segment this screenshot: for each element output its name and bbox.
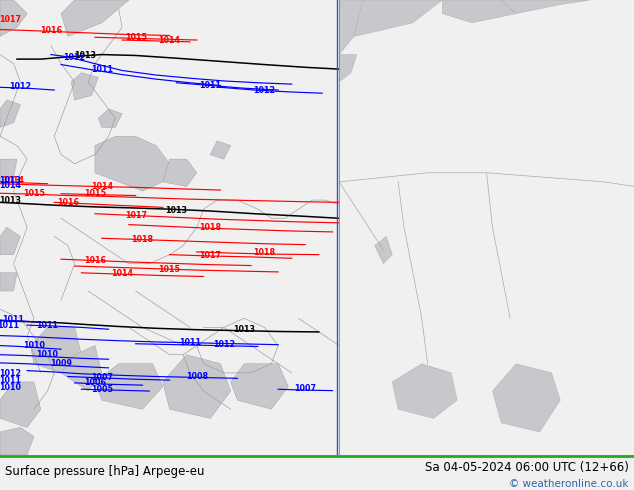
Text: 1013: 1013 [233, 325, 256, 334]
Polygon shape [0, 382, 41, 427]
Polygon shape [98, 109, 122, 127]
Polygon shape [210, 141, 231, 159]
Text: 1011: 1011 [91, 65, 113, 74]
Polygon shape [0, 227, 20, 255]
Text: 1010: 1010 [37, 350, 58, 359]
Text: 1011: 1011 [0, 320, 20, 330]
Text: 1011: 1011 [199, 80, 221, 90]
Polygon shape [501, 0, 590, 14]
Text: 1007: 1007 [91, 373, 113, 382]
Text: 1015: 1015 [158, 265, 181, 274]
Text: 1016: 1016 [57, 198, 79, 207]
Text: 1018: 1018 [199, 223, 221, 232]
Text: 1011: 1011 [37, 320, 58, 330]
Polygon shape [231, 364, 288, 409]
Text: 1017: 1017 [0, 15, 21, 24]
Text: 1011: 1011 [0, 376, 21, 385]
Text: 1017: 1017 [199, 251, 221, 260]
Text: 1006: 1006 [84, 378, 106, 388]
Polygon shape [61, 0, 129, 36]
Polygon shape [493, 364, 560, 432]
Polygon shape [30, 327, 81, 373]
Polygon shape [0, 0, 27, 36]
Text: 1014: 1014 [111, 269, 133, 278]
Text: Sa 04-05-2024 06:00 UTC (12+66): Sa 04-05-2024 06:00 UTC (12+66) [425, 461, 629, 473]
Text: 1013: 1013 [0, 176, 21, 185]
Text: 1010: 1010 [23, 341, 45, 350]
Text: 1015: 1015 [84, 189, 106, 198]
Polygon shape [95, 364, 163, 409]
Text: 1013: 1013 [0, 196, 21, 205]
Text: 1012: 1012 [63, 53, 86, 62]
Text: 1014: 1014 [3, 176, 25, 186]
Text: 1012: 1012 [0, 369, 21, 378]
Polygon shape [95, 136, 170, 191]
Polygon shape [163, 355, 231, 418]
Text: 1010: 1010 [0, 383, 21, 392]
Polygon shape [0, 273, 17, 291]
Text: 1013: 1013 [74, 51, 96, 60]
Text: 1012: 1012 [10, 82, 32, 91]
Text: 1011: 1011 [179, 338, 201, 347]
Polygon shape [339, 0, 375, 54]
Polygon shape [0, 427, 34, 455]
Text: 1016: 1016 [40, 26, 62, 35]
Polygon shape [163, 159, 197, 186]
Text: 1005: 1005 [91, 385, 113, 394]
Text: 1007: 1007 [294, 384, 316, 393]
Text: 1011: 1011 [3, 315, 25, 324]
Polygon shape [61, 345, 101, 391]
Text: 1018: 1018 [254, 248, 276, 257]
Text: 1014: 1014 [158, 35, 181, 45]
Polygon shape [375, 237, 392, 264]
Polygon shape [443, 0, 516, 23]
Text: 1018: 1018 [131, 235, 153, 244]
Polygon shape [354, 0, 443, 36]
Text: 1008: 1008 [186, 372, 208, 381]
Polygon shape [392, 364, 457, 418]
Text: 1014: 1014 [0, 181, 21, 191]
Text: 1016: 1016 [84, 256, 106, 265]
Text: 1009: 1009 [50, 359, 72, 368]
Text: 1012: 1012 [254, 86, 276, 95]
Text: 1012: 1012 [213, 340, 235, 349]
Polygon shape [0, 100, 20, 127]
Text: 1017: 1017 [125, 211, 146, 220]
Polygon shape [339, 54, 357, 82]
Text: 1013: 1013 [165, 206, 188, 215]
Polygon shape [0, 159, 17, 182]
Text: 1015: 1015 [23, 189, 45, 198]
Text: Surface pressure [hPa] Arpege-eu: Surface pressure [hPa] Arpege-eu [5, 465, 205, 478]
Text: © weatheronline.co.uk: © weatheronline.co.uk [510, 479, 629, 489]
Text: 1014: 1014 [91, 182, 113, 192]
Polygon shape [71, 73, 98, 100]
Text: 1015: 1015 [125, 33, 146, 42]
